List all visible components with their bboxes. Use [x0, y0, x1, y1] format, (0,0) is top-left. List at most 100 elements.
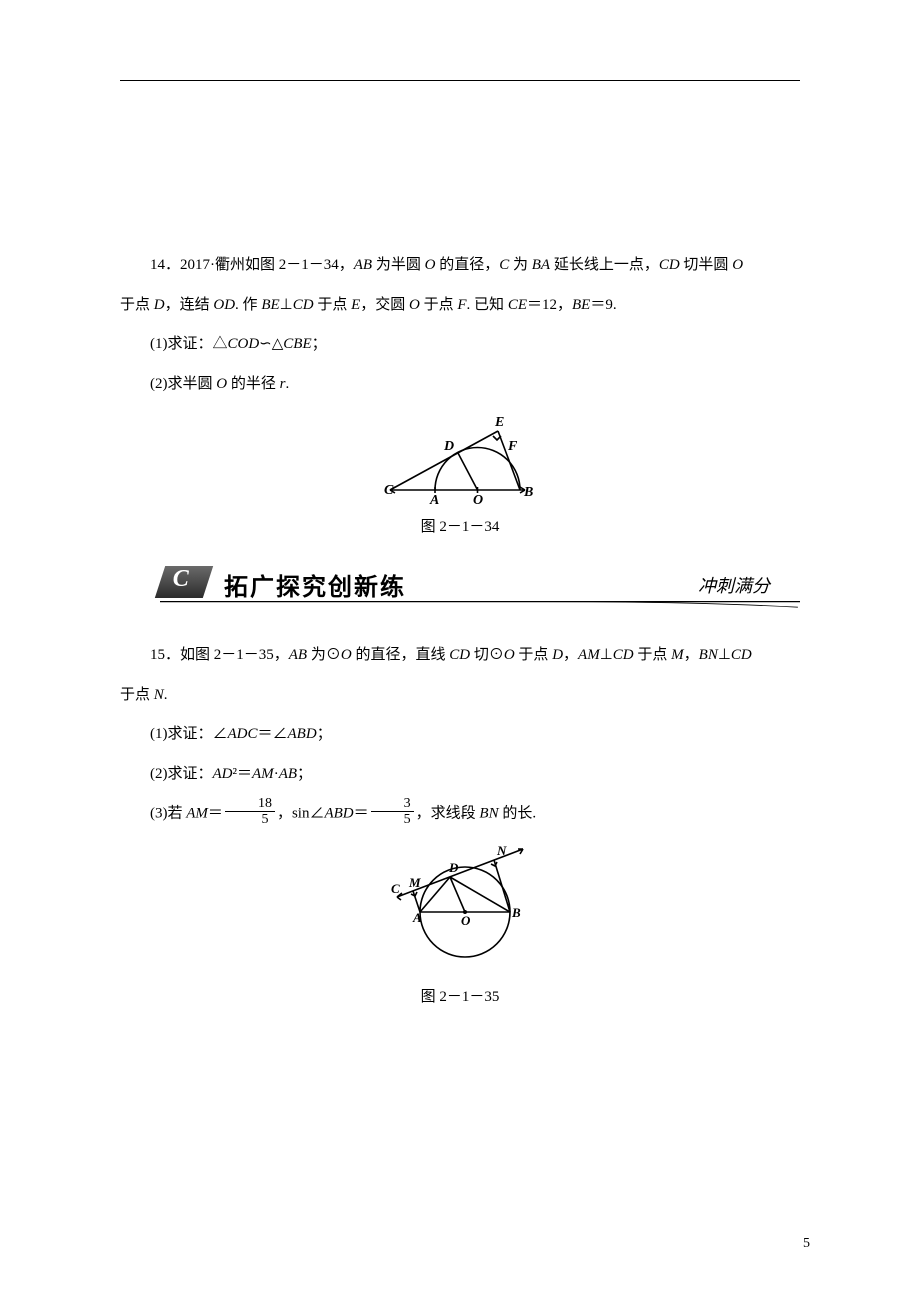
section-c-banner: C 拓广探究创新练 冲刺满分 — [160, 566, 800, 610]
t: 为半圆 — [372, 257, 425, 273]
t: ⊥ — [718, 647, 731, 663]
t: BE — [261, 297, 279, 313]
t: 于点 — [120, 687, 154, 703]
t: AB — [289, 647, 307, 663]
t: ， — [563, 647, 578, 663]
q15-sub1: (1)求证：∠ADC＝∠ABD； — [120, 719, 800, 751]
lbl-O: O — [473, 493, 483, 507]
t: CBE — [283, 336, 311, 352]
lbl-D: D — [443, 439, 454, 454]
banner-underline — [160, 600, 800, 608]
figure-2-1-35: C M D N A O B 图 2－1－35 — [120, 842, 800, 1006]
lbl-B: B — [511, 905, 521, 920]
banner-tab: C — [155, 566, 213, 598]
t: ； — [312, 336, 327, 352]
lbl-N: N — [496, 843, 507, 858]
t: CD — [731, 647, 752, 663]
t: BN — [699, 647, 718, 663]
t: OD — [213, 297, 235, 313]
t: ，连结 — [165, 297, 214, 313]
t: CE — [508, 297, 527, 313]
t: ＝ — [208, 805, 223, 821]
figure-35-svg: C M D N A O B — [385, 842, 535, 977]
frac-3-5: 35 — [371, 796, 414, 828]
t: 于点 — [120, 297, 154, 313]
den: 5 — [225, 812, 275, 827]
t: ； — [297, 766, 312, 782]
t: 于点 — [314, 297, 352, 313]
t: ∽△ — [259, 336, 283, 352]
t: AB — [279, 766, 297, 782]
q14-sub1: (1)求证：△COD∽△CBE； — [120, 329, 800, 361]
t: O — [341, 647, 352, 663]
t: M — [671, 647, 684, 663]
t: O — [216, 376, 227, 392]
q14-line2: 于点 D，连结 OD. 作 BE⊥CD 于点 E，交圆 O 于点 F. 已知 C… — [120, 290, 800, 322]
q14-prefix: 14．2017·衢州如图 2－1－34， — [150, 257, 354, 273]
t: CD — [293, 297, 314, 313]
t: ＝ — [237, 766, 252, 782]
top-rule — [120, 80, 800, 81]
t: ⊥ — [600, 647, 613, 663]
t: ＝ — [354, 805, 369, 821]
t: (3)若 — [150, 805, 186, 821]
t: ADC — [228, 726, 258, 742]
q15-line2: 于点 N. — [120, 680, 800, 712]
t: 为⊙ — [307, 647, 341, 663]
t: F — [457, 297, 466, 313]
t: ⊥ — [280, 297, 293, 313]
q15-line1: 15．如图 2－1－35，AB 为⊙O 的直径，直线 CD 切⊙O 于点 D，A… — [120, 640, 800, 672]
t: ，sin∠ — [277, 805, 325, 821]
t: AM — [252, 766, 274, 782]
t: 延长线上一点， — [550, 257, 659, 273]
q15-sub2: (2)求证：AD²＝AM·AB； — [120, 759, 800, 791]
lbl-B: B — [523, 485, 533, 500]
num: 18 — [225, 796, 275, 812]
t: 于点 — [420, 297, 458, 313]
q15-prefix: 15．如图 2－1－35， — [150, 647, 289, 663]
t: ＝12， — [527, 297, 572, 313]
t: 切半圆 — [680, 257, 733, 273]
q14-O1: O — [425, 257, 436, 273]
banner-title: 拓广探究创新练 — [224, 567, 406, 602]
lbl-A: A — [429, 493, 439, 507]
t: . 作 — [235, 297, 261, 313]
t: . — [164, 687, 168, 703]
t: N — [154, 687, 164, 703]
t: ，求线段 — [416, 805, 480, 821]
q14-sub2: (2)求半圆 O 的半径 r. — [120, 369, 800, 401]
t: D — [154, 297, 165, 313]
t: 于点 — [634, 647, 672, 663]
t: ； — [317, 726, 332, 742]
t: E — [351, 297, 360, 313]
t: 于点 — [515, 647, 553, 663]
t: ， — [684, 647, 699, 663]
q14-BA: BA — [532, 257, 550, 273]
t: ＝9. — [590, 297, 616, 313]
t: BN — [479, 805, 498, 821]
q14-line1: 14．2017·衢州如图 2－1－34，AB 为半圆 O 的直径，C 为 BA … — [120, 250, 800, 282]
t: (1)求证：△ — [150, 336, 228, 352]
t: AM — [578, 647, 600, 663]
figure-35-caption: 图 2－1－35 — [120, 985, 800, 1006]
page-number: 5 — [803, 1236, 810, 1252]
t: 的半径 — [227, 376, 280, 392]
figure-34-caption: 图 2－1－34 — [120, 515, 800, 536]
q14-AB: AB — [354, 257, 372, 273]
t: 的直径，直线 — [352, 647, 450, 663]
t: AM — [186, 805, 208, 821]
t: ，交圆 — [360, 297, 409, 313]
t: AD — [213, 766, 233, 782]
t: ABD — [288, 726, 317, 742]
lbl-C: C — [384, 483, 394, 498]
t: CD — [613, 647, 634, 663]
frac-18-5: 185 — [225, 796, 275, 828]
banner-letter: C — [173, 566, 189, 593]
t: 的直径， — [435, 257, 499, 273]
lbl-M: M — [408, 875, 421, 890]
t: COD — [228, 336, 260, 352]
content-area: 14．2017·衢州如图 2－1－34，AB 为半圆 O 的直径，C 为 BA … — [120, 80, 800, 1006]
t: D — [552, 647, 563, 663]
q14-O2: O — [732, 257, 743, 273]
figure-34-svg: C A O B D E F — [380, 412, 540, 507]
